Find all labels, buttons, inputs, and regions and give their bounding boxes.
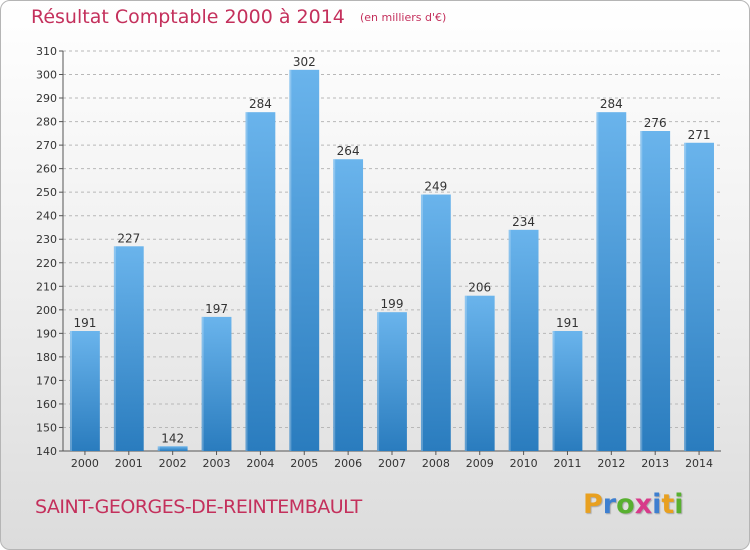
y-tick-label: 290 [36,92,57,105]
bar-highlight [289,69,292,451]
y-tick-label: 140 [36,445,57,458]
axes: 140 150 160 170 180 190 200 210 220 230 240 250 260 2… [36,45,721,470]
chart-unit: (en milliers d'€) [359,11,447,24]
logo-letter: i [674,489,684,520]
y-tick-label: 170 [36,374,57,387]
bar-highlight [508,229,511,451]
x-tick-label: 2014 [685,457,713,470]
chart-title-row: Résultat Comptable 2000 à 2014 (en milli… [31,6,446,28]
data-label: 276 [644,116,667,130]
y-tick-label: 310 [36,45,57,58]
bar-highlight [113,246,116,451]
data-label: 197 [205,302,228,316]
x-tick-label: 2004 [246,457,274,470]
x-tick-label: 2008 [422,457,450,470]
y-tick-label: 260 [36,163,57,176]
x-tick-label: 2001 [115,457,143,470]
y-tick-label: 280 [36,116,57,129]
data-label: 249 [424,180,447,194]
y-tick-label: 250 [36,186,57,199]
y-tick-label: 180 [36,351,57,364]
data-label: 206 [468,281,491,295]
data-label: 191 [556,316,579,330]
logo-letter: t [661,489,675,520]
logo-letter: r [602,489,617,520]
y-tick-label: 300 [36,69,57,82]
bar-highlight [157,446,160,451]
bar-highlight [552,331,555,451]
data-label: 302 [293,55,316,69]
bar-2006 [333,159,364,451]
bar-highlight [377,312,380,451]
bar-2013 [640,131,671,451]
data-label: 191 [73,316,96,330]
y-tick-label: 200 [36,304,57,317]
commune-name: SAINT-GEORGES-DE-REINTEMBAULT [35,496,362,518]
data-label: 199 [381,297,404,311]
bar-2005 [289,69,320,451]
x-tick-label: 2003 [203,457,231,470]
y-tick-label: 150 [36,421,57,434]
bar-2010 [508,229,539,451]
y-tick-label: 160 [36,398,57,411]
y-tick-label: 190 [36,327,57,340]
bar-2004 [245,112,276,452]
data-label: 142 [161,431,184,445]
y-tick-label: 230 [36,233,57,246]
y-tick-label: 270 [36,139,57,152]
bar-2011 [552,331,583,451]
x-tick-label: 2006 [334,457,362,470]
x-tick-label: 2007 [378,457,406,470]
logo-letter: P [583,489,603,520]
bar-2008 [420,194,451,451]
bar-2012 [596,112,627,452]
bar-highlight [684,142,687,451]
chart-title: Résultat Comptable 2000 à 2014 [31,6,345,28]
x-tick-label: 2009 [466,457,494,470]
proxiti-logo: Proxiti [583,489,684,520]
bar-2000 [70,331,100,451]
bar-highlight [420,194,423,451]
y-tick-label: 240 [36,210,57,223]
data-label: 227 [117,231,140,245]
logo-letter: o [616,489,635,520]
bar-highlight [201,316,204,451]
x-tick-label: 2002 [159,457,187,470]
bar-2002 [157,446,188,451]
logo-letter: i [652,489,662,520]
y-tick-label: 220 [36,257,57,270]
bar-2014 [684,142,714,451]
data-labels: 191 227 142 197 284 302 264 199 249 206 234 191 284 2… [73,55,710,445]
x-tick-label: 2010 [510,457,538,470]
data-label: 284 [600,97,623,111]
bar-highlight [333,159,336,451]
bar-highlight [464,295,467,451]
x-tick-label: 2011 [553,457,581,470]
bar-highlight [245,112,248,452]
x-tick-label: 2000 [71,457,99,470]
y-tick-label: 210 [36,280,57,293]
bar-2009 [464,295,495,451]
x-tick-label: 2013 [641,457,669,470]
data-label: 271 [688,128,711,142]
x-tick-label: 2012 [597,457,625,470]
bar-highlight [596,112,599,452]
data-label: 234 [512,215,535,229]
bar-2007 [377,312,407,451]
bar-highlight [70,331,73,451]
data-label: 284 [249,97,272,111]
data-label: 264 [337,144,360,158]
x-tick-label: 2005 [290,457,318,470]
logo-letter: x [634,489,653,520]
bar-highlight [640,131,643,451]
bar-2003 [201,316,232,451]
bar-2001 [113,246,144,451]
bars [70,69,714,452]
